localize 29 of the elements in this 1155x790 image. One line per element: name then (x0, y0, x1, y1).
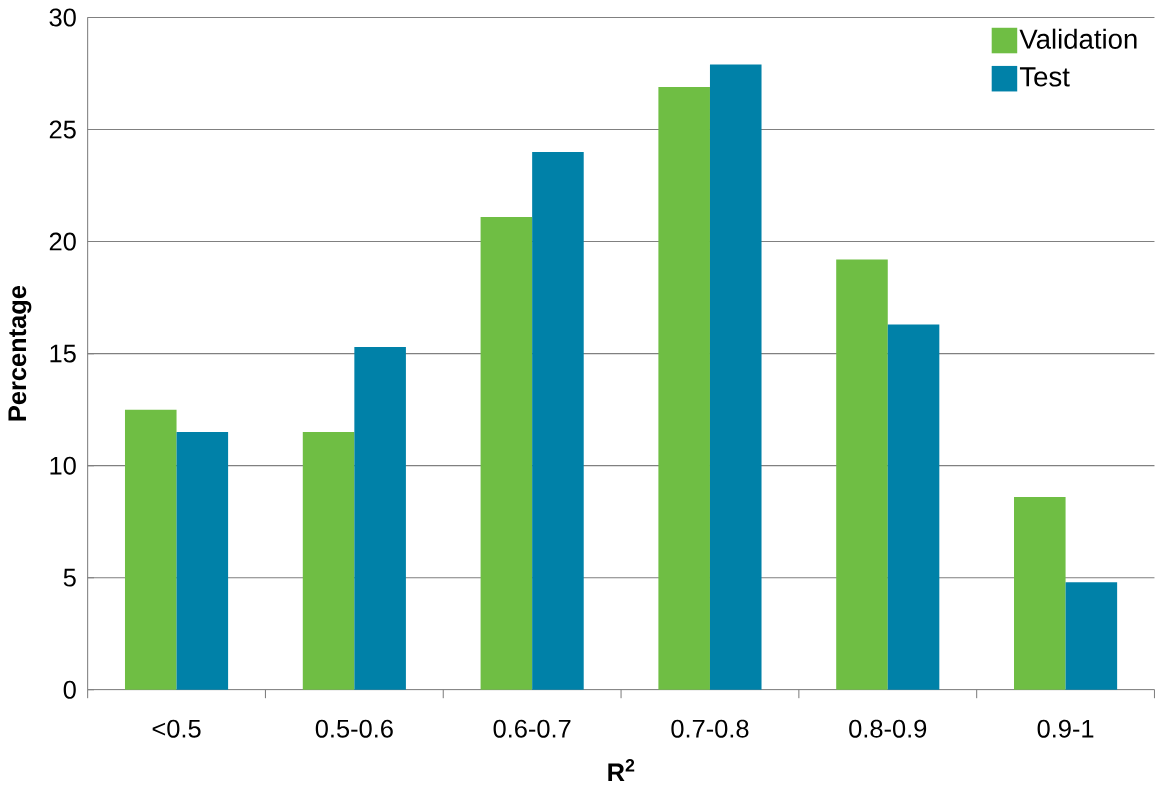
y-axis-title: Percentage (8, 286, 32, 421)
bar (1014, 497, 1066, 690)
y-tick-label: 0 (63, 680, 76, 699)
y-tick-label: 10 (50, 456, 76, 475)
bar (709, 64, 762, 690)
x-tick-label: 0.9-1 (1037, 719, 1094, 738)
bar (836, 259, 888, 690)
bar (887, 324, 940, 690)
x-axis-title: R$^{2}$ (608, 759, 635, 782)
x-tick-label: 0.5-0.6 (315, 719, 393, 738)
x-tick-label: 0.6-0.7 (493, 719, 571, 738)
x-tick-label: 0.7-0.8 (671, 719, 749, 738)
y-tick-label: 25 (49, 120, 76, 139)
legend-label: Validation (1019, 28, 1137, 50)
y-tick-label: 20 (49, 232, 76, 251)
y-tick-label: 30 (49, 8, 76, 27)
bar (176, 432, 229, 690)
y-tick-label: 15 (50, 344, 76, 363)
bar (658, 87, 710, 690)
bar (124, 409, 177, 690)
bar (354, 347, 406, 690)
legend-label: Test (1019, 67, 1070, 87)
bar (302, 432, 355, 690)
y-tick-label: 5 (63, 569, 76, 587)
x-tick-label: <0.5 (152, 719, 201, 738)
bar (1065, 582, 1118, 690)
bar (480, 217, 533, 690)
x-tick-label: 0.8-0.9 (849, 719, 927, 738)
bar (532, 152, 584, 690)
